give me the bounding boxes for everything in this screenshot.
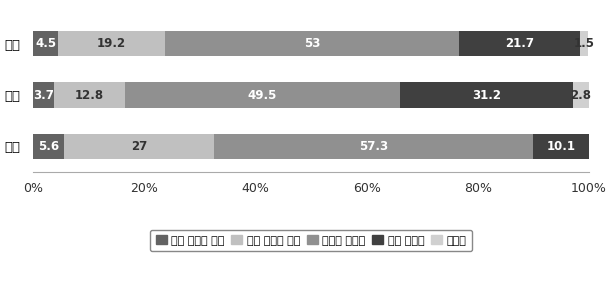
Bar bbox=[165, 31, 459, 56]
Text: 12.8: 12.8 bbox=[75, 88, 104, 101]
Bar bbox=[65, 133, 214, 159]
Bar bbox=[34, 133, 65, 159]
Text: 3.7: 3.7 bbox=[33, 88, 54, 101]
Text: 53: 53 bbox=[304, 37, 320, 50]
Text: 27: 27 bbox=[131, 140, 148, 153]
Text: 2.8: 2.8 bbox=[571, 88, 591, 101]
Bar bbox=[580, 31, 588, 56]
Text: 21.7: 21.7 bbox=[505, 37, 534, 50]
Text: 1.5: 1.5 bbox=[574, 37, 595, 50]
Bar bbox=[59, 31, 165, 56]
Bar bbox=[34, 82, 54, 108]
Text: 19.2: 19.2 bbox=[97, 37, 126, 50]
Text: 4.5: 4.5 bbox=[35, 37, 56, 50]
Bar bbox=[459, 31, 580, 56]
Text: 31.2: 31.2 bbox=[472, 88, 501, 101]
Text: 49.5: 49.5 bbox=[248, 88, 277, 101]
Bar bbox=[214, 133, 533, 159]
Text: 5.6: 5.6 bbox=[38, 140, 59, 153]
Bar bbox=[125, 82, 400, 108]
Bar bbox=[533, 133, 589, 159]
Bar bbox=[400, 82, 573, 108]
Bar bbox=[34, 31, 59, 56]
Text: 57.3: 57.3 bbox=[359, 140, 388, 153]
Bar bbox=[54, 82, 125, 108]
Text: 10.1: 10.1 bbox=[546, 140, 576, 153]
Legend: 전혀 그렇지 않다, 별로 그렇지 않다, 대체로 그렇다, 매우 그렇다, 무응답: 전혀 그렇지 않다, 별로 그렇지 않다, 대체로 그렇다, 매우 그렇다, 무… bbox=[150, 230, 472, 251]
Bar bbox=[573, 82, 589, 108]
